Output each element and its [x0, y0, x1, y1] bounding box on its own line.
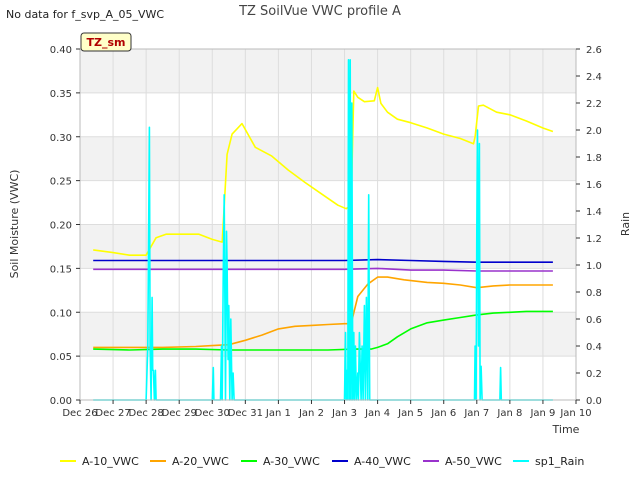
y-tick-label: 0.10: [50, 308, 72, 319]
x-tick-label: Jan 5: [397, 408, 423, 419]
x-tick-label: Jan 7: [463, 408, 489, 419]
legend-label: A-30_VWC: [263, 455, 320, 468]
legend-label: A-50_VWC: [445, 455, 502, 468]
y-axis-right: 0.0 0.2 0.4 0.6 0.8 1.0 1.2 1.4 1.6 1.8 2.0 2.2 2.4 2…: [576, 45, 602, 407]
y2-tick-label: 0.0: [586, 396, 602, 407]
legend-item: sp1_Rain: [513, 455, 584, 468]
y2-tick-label: 0.6: [586, 315, 602, 326]
legend-label: A-40_VWC: [354, 455, 411, 468]
y2-tick-label: 1.0: [586, 261, 602, 272]
x-tick-label: Dec 27: [95, 408, 130, 419]
chart-title: TZ SoilVue VWC profile A: [239, 4, 401, 19]
series-line-sp1_Rain: [93, 58, 553, 401]
y-tick-label: 0.15: [50, 264, 72, 275]
y2-axis-label: Rain: [619, 212, 632, 236]
y-axis-label: Soil Moisture (VWC): [8, 170, 21, 279]
x-tick-label: Jan 1: [265, 408, 291, 419]
y2-tick-label: 1.2: [586, 234, 602, 245]
y2-tick-label: 0.4: [586, 342, 602, 353]
plot-band: [80, 49, 576, 93]
y-tick-label: 0.20: [50, 221, 72, 232]
y2-tick-label: 2.4: [586, 72, 602, 83]
plot-band: [80, 180, 576, 225]
series-line-A-30_VWC: [93, 310, 553, 351]
plot-band: [80, 268, 576, 313]
legend-label: A-20_VWC: [172, 455, 229, 468]
x-tick-label: Dec 26: [62, 408, 97, 419]
y2-tick-label: 1.6: [586, 180, 602, 191]
x-tick-label: Jan 10: [559, 408, 591, 419]
legend-item: A-30_VWC: [241, 455, 320, 468]
x-tick-label: Jan 9: [529, 408, 555, 419]
legend-item: A-50_VWC: [423, 455, 502, 468]
y-tick-label: 0.00: [50, 396, 72, 407]
x-axis-label: Time: [552, 423, 580, 436]
legend: A-10_VWC A-20_VWC A-30_VWC A-40_VWC A-50_VWC…: [60, 455, 584, 468]
series-line-A-50_VWC: [93, 267, 553, 272]
no-data-note: No data for f_svp_A_05_VWC: [6, 8, 165, 21]
plot-band: [80, 92, 576, 137]
plot-bands: [80, 49, 576, 400]
station-badge-label: TZ_sm: [87, 36, 126, 49]
y-tick-label: 0.30: [50, 133, 72, 144]
legend-item: A-10_VWC: [60, 455, 139, 468]
y2-tick-label: 2.6: [586, 45, 602, 56]
y-axis-left: 0.00 0.05 0.10 0.15 0.20 0.25 0.30 0.35 0.40: [50, 45, 80, 407]
plot-band: [80, 356, 576, 400]
y-tick-label: 0.05: [50, 352, 72, 363]
plot-band: [80, 136, 576, 181]
station-badge: TZ_sm: [80, 32, 132, 52]
x-tick-label: Jan 2: [298, 408, 324, 419]
y-tick-label: 0.25: [50, 177, 72, 188]
station-badge-box: [80, 32, 132, 52]
grid-lines: [79, 48, 577, 401]
x-tick-label: Jan 6: [430, 408, 456, 419]
y2-tick-label: 1.4: [586, 207, 602, 218]
x-tick-label: Dec 30: [195, 408, 230, 419]
x-tick-label: Jan 8: [496, 408, 522, 419]
legend-item: A-20_VWC: [150, 455, 229, 468]
x-tick-label: Dec 31: [228, 408, 263, 419]
y-tick-label: 0.35: [50, 89, 72, 100]
x-tick-label: Dec 29: [162, 408, 197, 419]
y-tick-label: 0.40: [50, 45, 72, 56]
y2-tick-label: 2.0: [586, 126, 602, 137]
y2-tick-label: 0.2: [586, 369, 602, 380]
legend-item: A-40_VWC: [332, 455, 411, 468]
x-tick-label: Jan 4: [364, 408, 390, 419]
y2-tick-label: 1.8: [586, 153, 602, 164]
x-tick-label: Jan 3: [331, 408, 357, 419]
y2-tick-label: 0.8: [586, 288, 602, 299]
series-line-A-20_VWC: [93, 276, 553, 349]
legend-label: A-10_VWC: [82, 455, 139, 468]
x-tick-label: Dec 28: [129, 408, 164, 419]
series-group: [93, 58, 554, 401]
legend-label: sp1_Rain: [535, 455, 584, 468]
y2-tick-label: 2.2: [586, 99, 602, 110]
series-line-A-40_VWC: [93, 258, 553, 264]
